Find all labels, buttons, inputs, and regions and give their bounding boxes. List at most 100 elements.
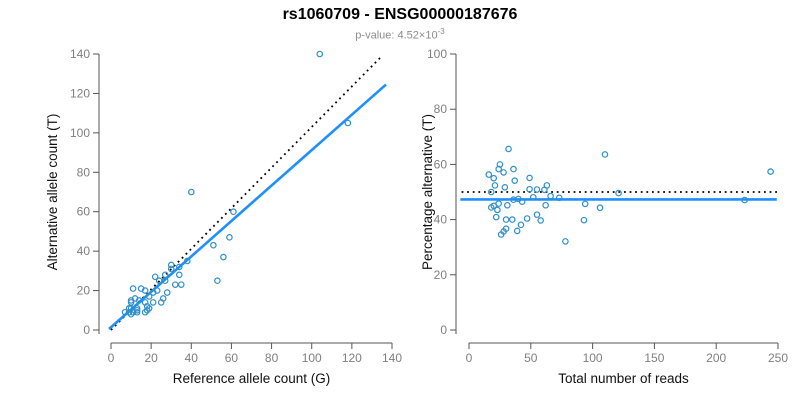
y-tick-label: 20 — [77, 284, 91, 298]
y-tick-label: 60 — [77, 205, 91, 219]
x-tick-label: 120 — [342, 351, 362, 365]
data-point — [135, 297, 143, 304]
page-title: rs1060709 - ENSG00000187676 — [282, 6, 518, 23]
data-point — [141, 308, 149, 316]
data-point — [151, 273, 159, 281]
y-tick-label: 120 — [70, 86, 90, 100]
data-point — [543, 182, 551, 189]
data-point — [344, 119, 352, 127]
data-point — [767, 168, 774, 175]
data-point — [596, 204, 604, 212]
y-tick-label: 20 — [434, 268, 448, 282]
data-point — [133, 306, 141, 314]
data-point — [529, 193, 537, 201]
y-tick-label: 0 — [83, 323, 90, 337]
x-tick-label: 100 — [302, 351, 322, 365]
data-point — [542, 201, 549, 209]
data-point — [149, 299, 157, 306]
data-point — [316, 50, 324, 58]
data-point — [143, 303, 151, 310]
y-tick-label: 40 — [434, 213, 448, 227]
data-point — [226, 234, 233, 241]
data-point — [485, 171, 493, 178]
data-point — [491, 182, 499, 189]
data-point — [504, 201, 511, 209]
x-tick-label: 200 — [706, 351, 726, 365]
data-point — [230, 208, 237, 216]
data-point — [581, 200, 589, 208]
data-point — [141, 287, 149, 294]
data-point — [153, 287, 161, 294]
data-point — [125, 305, 133, 312]
data-point — [171, 281, 179, 288]
x-tick-label: 150 — [644, 351, 664, 365]
data-point — [497, 231, 505, 238]
data-point — [502, 225, 510, 233]
right-scatter-plot: 0 50 100 150 200 250 0 20 40 60 80 100 Total number … — [420, 47, 788, 386]
identity-line — [110, 55, 383, 331]
data-point — [495, 200, 502, 207]
data-point — [161, 277, 169, 285]
data-point — [127, 310, 135, 318]
data-point — [492, 213, 500, 221]
data-point — [163, 289, 171, 296]
data-point — [177, 281, 185, 288]
x-tick-label: 60 — [225, 351, 239, 365]
data-point — [129, 285, 137, 292]
pvalue-subtitle: p-value: 4.52×10-3 — [0, 27, 800, 42]
data-point — [510, 165, 517, 173]
y-axis-title: Alternative allele count (T) — [45, 114, 60, 271]
x-tick-label: 0 — [108, 351, 115, 365]
data-point — [601, 151, 609, 158]
data-point — [505, 145, 512, 153]
y-tick-label: 60 — [434, 157, 448, 171]
data-point — [220, 253, 227, 261]
x-tick-label: 20 — [144, 351, 158, 365]
data-point — [500, 169, 507, 176]
data-point — [501, 184, 509, 191]
data-point — [533, 211, 541, 218]
pvalue-exponent: -3 — [437, 27, 445, 36]
data-point — [526, 174, 533, 182]
data-point — [210, 241, 217, 249]
pvalue-text: p-value: 4.52×10 — [355, 29, 438, 42]
data-point — [121, 308, 129, 316]
data-point — [741, 196, 748, 204]
left-scatter-plot: 0 20 40 60 80 100 120 140 0 20 40 60 80 100 120 140 Refe… — [45, 47, 402, 386]
data-point — [125, 308, 133, 316]
x-tick-label: 250 — [768, 351, 788, 365]
data-point — [508, 216, 516, 223]
data-point — [555, 194, 563, 202]
data-point — [547, 192, 554, 200]
data-point — [167, 261, 175, 269]
x-tick-label: 100 — [583, 351, 603, 365]
data-point — [495, 165, 502, 173]
y-tick-label: 140 — [70, 47, 90, 61]
data-point — [157, 299, 165, 306]
data-point — [523, 215, 531, 222]
data-point — [133, 305, 141, 312]
data-point — [133, 308, 141, 316]
data-point — [487, 188, 495, 196]
data-point — [502, 216, 510, 223]
y-axis-title: Percentage alternative (T) — [420, 114, 435, 270]
y-tick-label: 80 — [77, 165, 91, 179]
data-point — [533, 186, 541, 193]
data-point — [526, 185, 533, 193]
data-point — [187, 188, 195, 196]
x-tick-label: 140 — [382, 351, 402, 365]
data-point — [183, 257, 191, 265]
y-tick-label: 40 — [77, 244, 91, 258]
data-point — [494, 206, 501, 214]
data-point — [155, 277, 163, 285]
data-point — [580, 216, 588, 224]
data-point — [487, 204, 495, 211]
y-tick-label: 80 — [434, 102, 448, 116]
y-tick-label: 100 — [70, 126, 90, 140]
data-point — [615, 189, 622, 197]
data-point — [562, 238, 569, 245]
x-tick-label: 80 — [265, 351, 279, 365]
x-axis-title: Reference allele count (G) — [173, 371, 331, 386]
data-point — [167, 265, 175, 273]
